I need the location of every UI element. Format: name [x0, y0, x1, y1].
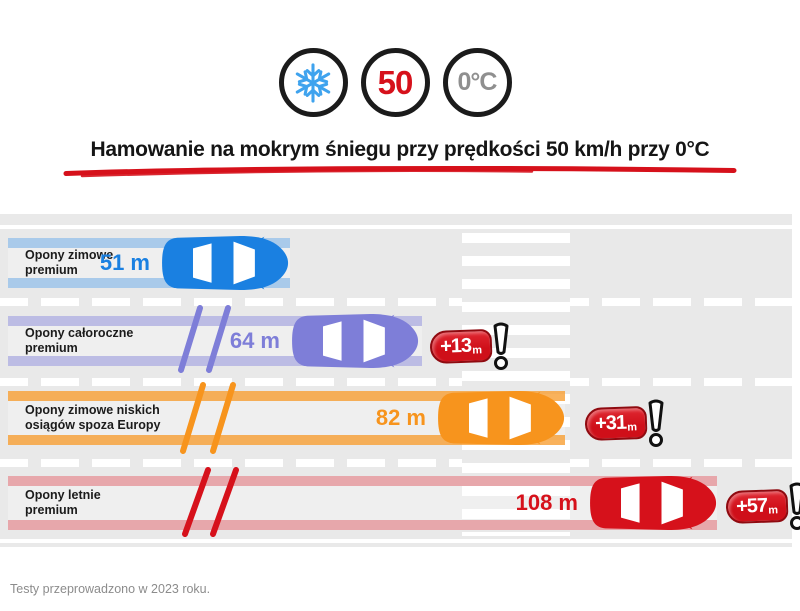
condition-icons: 50 0°C: [0, 48, 790, 117]
extra-distance-value: +13: [439, 334, 472, 358]
scale-break-icon: [178, 305, 231, 373]
tire-type-label: Opony całoroczne premium: [25, 326, 134, 355]
car-icon: [292, 314, 419, 368]
road-background: Opony zimowe premium 51 m Opony całorocz…: [0, 214, 800, 547]
extra-distance-unit: m: [768, 504, 779, 517]
title-underline: [63, 165, 737, 178]
car-icon: [438, 391, 565, 445]
page-title: Hamowanie na mokrym śniegu przy prędkośc…: [90, 138, 710, 161]
snow-condition-badge: [278, 48, 348, 117]
scale-break-icon: [180, 382, 236, 454]
extra-distance-value: +31: [594, 411, 627, 435]
car-icon: [590, 476, 717, 530]
tire-type-label: Opony zimowe niskich osiągów spoza Europ…: [25, 403, 161, 432]
distance-value: 51 m: [99, 250, 150, 275]
road-edge-line-bottom: [0, 539, 792, 543]
tire-type-label: Opony letnie premium: [25, 488, 101, 517]
distance-value: 82 m: [375, 405, 426, 430]
lane-divider: [0, 298, 792, 306]
extra-distance-unit: m: [627, 421, 638, 434]
extra-distance-pill: +57 m: [725, 488, 789, 525]
snowflake-icon: [292, 62, 334, 103]
tire-type-label: Opony zimowe premium: [25, 248, 114, 277]
temperature-value: 0°C: [457, 68, 498, 96]
crosswalk: [462, 233, 570, 536]
extra-distance-badge: +31 m: [584, 398, 669, 448]
extra-distance-unit: m: [472, 344, 483, 357]
distance-value: 64 m: [229, 328, 280, 353]
extra-distance-pill: +31 m: [584, 405, 648, 442]
speed-badge: 50: [360, 48, 430, 117]
extra-distance-value: +57: [735, 494, 768, 518]
road-edge-line-top: [0, 225, 792, 229]
extra-distance-pill: +13 m: [429, 328, 493, 365]
speed-value: 50: [377, 63, 414, 101]
lane-divider: [0, 459, 792, 467]
temperature-badge: 0°C: [442, 48, 512, 117]
extra-distance-badge: +57 m: [725, 481, 800, 531]
distance-value: 108 m: [515, 490, 578, 515]
car-icon: [162, 236, 289, 290]
scale-break-icon: [182, 467, 239, 537]
lane-divider: [0, 378, 792, 386]
footnote: Testy przeprowadzono w 2023 roku.: [10, 582, 211, 596]
extra-distance-badge: +13 m: [429, 321, 514, 371]
